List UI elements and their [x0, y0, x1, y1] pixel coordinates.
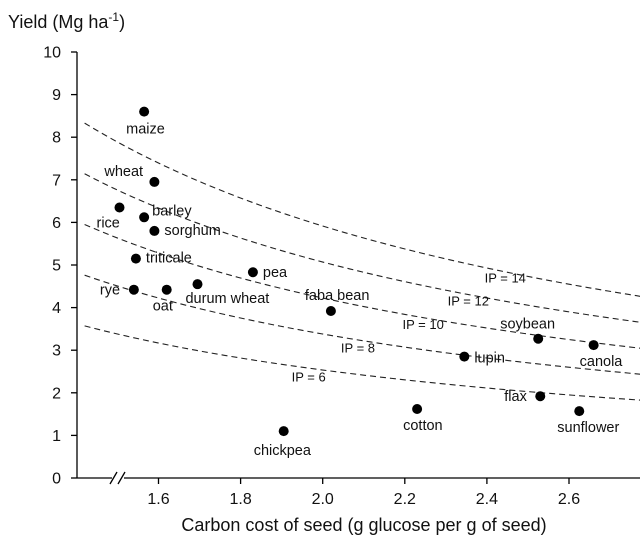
data-point — [161, 284, 172, 295]
data-point-label: wheat — [103, 164, 143, 180]
isoline-label: IP = 10 — [402, 317, 443, 332]
y-tick-label: 6 — [52, 215, 61, 232]
x-tick-label: 2.6 — [558, 491, 580, 508]
data-point-label: lupin — [474, 351, 505, 367]
isoline — [84, 325, 640, 401]
isoline-group: IP = 6 IP = 8 IP = 10 IP = 12 IP = 14 — [84, 122, 640, 401]
y-tick-label: 0 — [52, 471, 61, 488]
data-point — [533, 333, 544, 344]
data-point-label: sorghum — [164, 223, 220, 239]
y-tick-label: 5 — [52, 258, 61, 275]
isoline — [84, 173, 640, 323]
y-tick-label: 7 — [52, 172, 61, 189]
data-point — [412, 403, 423, 414]
data-point — [149, 176, 160, 187]
y-tick-label: 4 — [52, 300, 61, 317]
data-point-label: cotton — [403, 418, 443, 434]
data-point — [149, 225, 160, 236]
isoline-label: IP = 12 — [448, 294, 489, 309]
x-tick-label: 1.8 — [229, 491, 251, 508]
y-tick-label: 10 — [43, 45, 61, 62]
axis-break-mark-1 — [109, 471, 118, 485]
y-tick-label: 8 — [52, 130, 61, 147]
isoline — [84, 122, 640, 297]
data-points: maize wheat rice barley sorghum triticale pea r… — [97, 106, 624, 459]
data-point-label: faba bean — [305, 288, 370, 304]
data-point-label: flax — [504, 389, 527, 405]
data-point — [325, 306, 336, 317]
data-point-label: pea — [263, 265, 288, 281]
isoline-label: IP = 14 — [485, 270, 526, 285]
data-point — [574, 406, 585, 417]
data-point-label: triticale — [146, 251, 192, 267]
isoline — [84, 274, 640, 375]
data-point-label: rye — [100, 283, 120, 299]
y-axis-title-sup: -1 — [108, 10, 119, 24]
axes — [76, 52, 640, 485]
y-axis-title-close: ) — [119, 12, 125, 32]
data-point — [114, 202, 125, 213]
data-point — [588, 340, 599, 351]
x-ticks: 1.6 1.8 2.0 2.2 2.4 2.6 — [147, 478, 580, 508]
y-tick-label: 9 — [52, 87, 61, 104]
x-tick-label: 2.2 — [394, 491, 416, 508]
data-point — [192, 279, 203, 290]
data-point-label: chickpea — [254, 443, 312, 459]
x-tick-label: 1.6 — [147, 491, 169, 508]
isoline-label: IP = 6 — [292, 369, 326, 384]
data-point-label: sunflower — [557, 420, 619, 436]
data-point — [535, 391, 546, 402]
y-tick-label: 3 — [52, 343, 61, 360]
axis-break-mark-2 — [117, 471, 126, 485]
data-point-label: soybean — [500, 317, 555, 333]
data-point — [459, 351, 470, 362]
data-point — [128, 284, 139, 295]
isoline — [84, 223, 640, 349]
y-ticks: 0 1 2 3 4 5 6 7 8 9 10 — [43, 45, 77, 488]
x-axis-title: Carbon cost of seed (g glucose per g of … — [181, 515, 546, 535]
y-tick-label: 1 — [52, 428, 61, 445]
data-point — [247, 267, 258, 278]
data-point-label: maize — [126, 122, 165, 138]
data-point — [139, 106, 150, 117]
x-tick-label: 2.4 — [476, 491, 498, 508]
data-point-label: canola — [580, 354, 624, 370]
data-point — [278, 426, 289, 437]
y-axis-title-main: Yield (Mg ha — [8, 12, 109, 32]
y-tick-label: 2 — [52, 385, 61, 402]
data-point-label: oat — [153, 299, 173, 315]
data-point — [130, 253, 141, 264]
y-axis-title: Yield (Mg ha-1) — [8, 10, 125, 32]
isoline-label: IP = 8 — [341, 340, 375, 355]
data-point-label: rice — [97, 215, 120, 231]
x-tick-label: 2.0 — [312, 491, 334, 508]
data-point — [139, 212, 150, 223]
data-point-label: barley — [152, 203, 192, 219]
data-point-label: durum wheat — [185, 291, 269, 307]
